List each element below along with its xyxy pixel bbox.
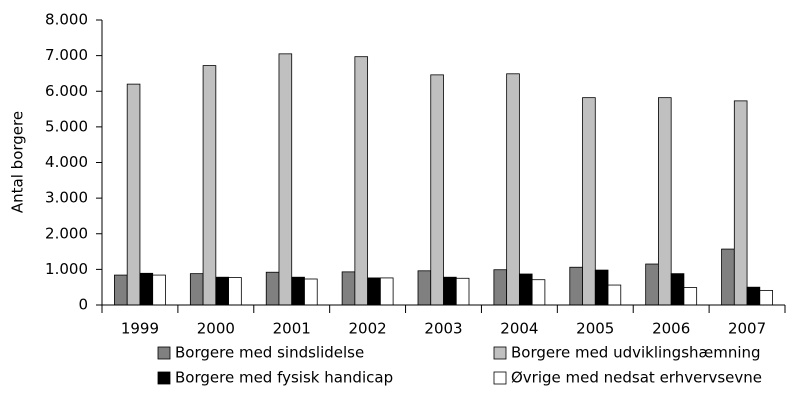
bar bbox=[291, 276, 305, 306]
bar bbox=[367, 277, 381, 306]
bar bbox=[202, 65, 217, 306]
bar bbox=[139, 272, 154, 306]
bar bbox=[658, 97, 672, 306]
bar bbox=[746, 286, 761, 306]
bar bbox=[430, 74, 444, 306]
bar bbox=[506, 73, 520, 306]
x-tick-label: 2006 bbox=[652, 320, 690, 338]
bar bbox=[215, 276, 229, 306]
legend-swatch bbox=[157, 371, 171, 385]
legend-label: Borgere med sindslidelse bbox=[175, 344, 364, 362]
bar bbox=[417, 270, 432, 306]
y-tick-label: 4.000 bbox=[45, 153, 88, 171]
bar bbox=[341, 271, 356, 306]
y-tick-label: 0 bbox=[78, 296, 88, 314]
y-axis-label: Antal borgere bbox=[9, 111, 27, 213]
legend-swatch bbox=[493, 371, 507, 385]
bar bbox=[278, 53, 293, 306]
x-tick-label: 2007 bbox=[728, 320, 766, 338]
y-tick-label: 5.000 bbox=[45, 117, 88, 135]
bar bbox=[354, 56, 369, 306]
legend-swatch bbox=[493, 346, 507, 360]
x-tick-label: 1999 bbox=[121, 320, 159, 338]
bar bbox=[582, 97, 596, 306]
legend-swatch bbox=[157, 346, 171, 360]
bar bbox=[645, 263, 659, 306]
legend-label: Borgere med fysisk handicap bbox=[175, 369, 393, 387]
bar bbox=[455, 277, 470, 306]
bar bbox=[265, 271, 280, 306]
bar bbox=[733, 100, 748, 306]
bar bbox=[531, 279, 546, 306]
bar bbox=[759, 289, 773, 306]
bar bbox=[670, 273, 685, 306]
x-tick-label: 2004 bbox=[500, 320, 538, 338]
y-tick-label: 2.000 bbox=[45, 224, 88, 242]
bar bbox=[126, 83, 141, 306]
bar bbox=[721, 248, 735, 306]
bar bbox=[493, 269, 508, 306]
legend-label: Øvrige med nedsat erhvervsevne bbox=[511, 369, 762, 387]
bar bbox=[304, 278, 318, 306]
bar bbox=[607, 284, 622, 306]
bar bbox=[189, 273, 204, 306]
x-tick-label: 2003 bbox=[424, 320, 462, 338]
bar bbox=[518, 273, 533, 306]
bar bbox=[683, 287, 698, 306]
bar bbox=[152, 274, 166, 306]
x-tick-label: 2000 bbox=[197, 320, 235, 338]
bar bbox=[443, 276, 457, 306]
bar bbox=[569, 266, 583, 306]
x-tick-label: 2005 bbox=[576, 320, 614, 338]
x-tick-label: 2002 bbox=[349, 320, 387, 338]
bar bbox=[114, 274, 128, 306]
y-tick-label: 1.000 bbox=[45, 260, 88, 278]
x-tick-label: 2001 bbox=[273, 320, 311, 338]
y-tick-label: 3.000 bbox=[45, 189, 88, 207]
bar bbox=[379, 277, 394, 306]
bar bbox=[594, 269, 609, 306]
legend-label: Borgere med udviklingshæmning bbox=[511, 344, 761, 362]
y-tick-label: 7.000 bbox=[45, 46, 88, 64]
y-tick-label: 6.000 bbox=[45, 82, 88, 100]
bar bbox=[228, 277, 242, 306]
y-tick-label: 8.000 bbox=[45, 11, 88, 29]
